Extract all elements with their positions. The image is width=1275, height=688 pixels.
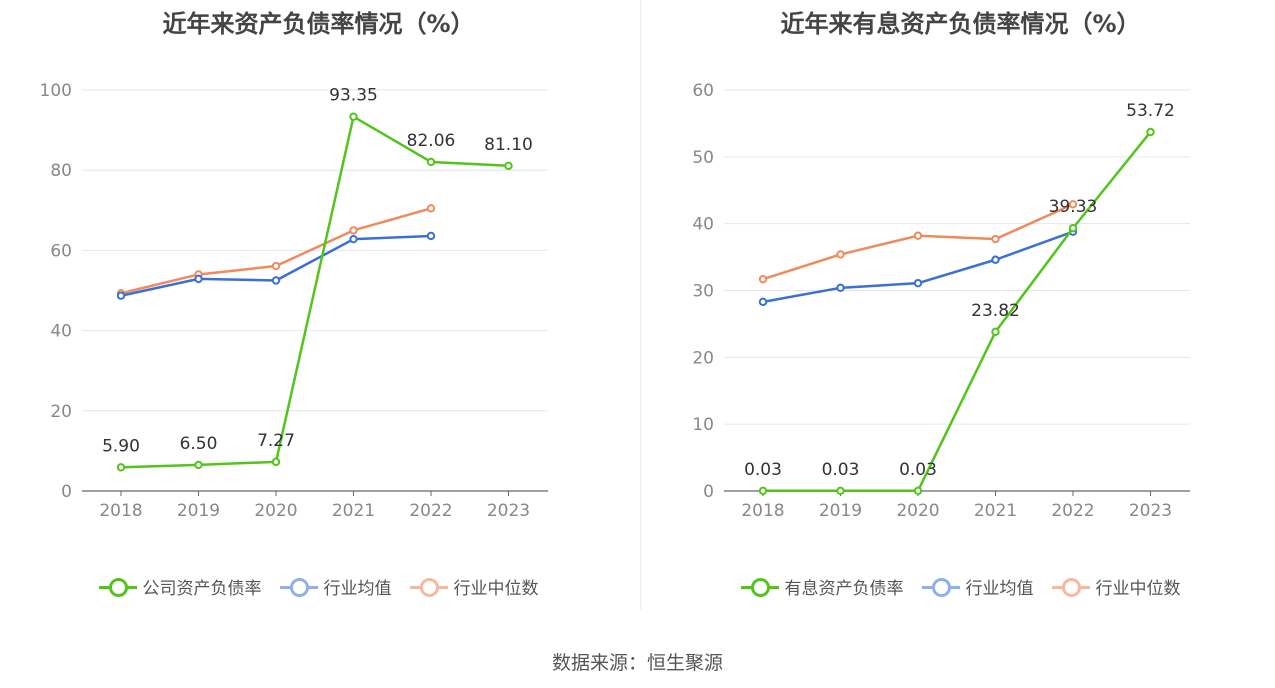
chart-title: 近年来有息资产负债率情况（%） (780, 10, 1141, 38)
data-point-avg[interactable] (991, 255, 1000, 264)
line-chart: 0 10 20 30 40 50 60 2018 2019 2020 2021 2022 2023 0.0… (692, 81, 1190, 521)
data-point-avg[interactable] (426, 231, 436, 241)
data-point-company[interactable] (349, 112, 358, 121)
data-point-company[interactable] (116, 463, 126, 472)
chart-panel-left: 近年来资产负债率情况（%） 0 20 40 60 80 100 2018 2019 2020 20… (0, 0, 637, 620)
legend-swatch-median (409, 575, 448, 599)
chart-title: 近年来资产负债率情况（%） (162, 10, 475, 38)
data-label: 82.06 (407, 131, 456, 151)
legend-label: 行业均值 (965, 579, 1034, 599)
legend: 有息资产负债率 行业均值 行业中位数 (642, 574, 1275, 599)
legend-item-avg[interactable]: 行业均值 (921, 574, 1034, 599)
legend-label: 行业中位数 (1095, 579, 1181, 599)
legend-swatch-company (740, 575, 779, 599)
x-tick-label: 2018 (741, 501, 784, 521)
y-tick-label: 20 (50, 402, 72, 422)
data-point-company[interactable] (913, 486, 923, 495)
x-tick-label: 2022 (1051, 501, 1094, 521)
data-point-avg[interactable] (349, 234, 358, 244)
y-tick-label: 40 (692, 215, 714, 235)
data-point-company[interactable] (758, 486, 768, 495)
x-tick-label: 2021 (332, 501, 375, 521)
data-label: 93.35 (329, 86, 378, 106)
legend-item-avg[interactable]: 行业均值 (279, 574, 392, 599)
data-point-avg[interactable] (913, 278, 923, 288)
data-point-company[interactable] (194, 460, 203, 470)
data-point-median[interactable] (349, 226, 358, 235)
legend-item-median[interactable]: 行业中位数 (1051, 574, 1181, 599)
data-point-avg[interactable] (271, 276, 281, 285)
data-label: 23.82 (971, 301, 1020, 321)
y-tick-label: 50 (692, 148, 714, 168)
legend-label: 行业均值 (323, 579, 392, 599)
series-line-company (763, 131, 1152, 493)
y-tick-label: 80 (50, 161, 72, 181)
data-label: 39.33 (1049, 197, 1098, 217)
data-point-median[interactable] (991, 234, 1000, 244)
data-point-company[interactable] (271, 457, 281, 467)
legend-label: 行业中位数 (453, 579, 539, 599)
legend-swatch-avg (921, 575, 960, 599)
data-point-median[interactable] (913, 231, 923, 240)
data-point-median[interactable] (426, 204, 436, 213)
legend-item-median[interactable]: 行业中位数 (409, 574, 539, 599)
legend-label: 有息资产负债率 (784, 579, 904, 599)
data-point-company[interactable] (836, 486, 845, 495)
data-point-company[interactable] (1068, 223, 1078, 233)
line-chart: 0 20 40 60 80 100 2018 2019 2020 2021 2022 2023 5.90… (40, 81, 548, 521)
data-label: 0.03 (899, 460, 937, 480)
data-label: 0.03 (822, 460, 860, 480)
x-tick-label: 2019 (819, 501, 862, 521)
x-tick-label: 2019 (177, 501, 220, 521)
y-tick-label: 60 (692, 81, 714, 101)
data-label: 7.27 (257, 431, 295, 451)
legend: 公司资产负债率 行业均值 行业中位数 (0, 574, 637, 599)
data-point-company[interactable] (1146, 127, 1155, 137)
series-line-company (120, 115, 509, 469)
data-point-avg[interactable] (758, 297, 768, 307)
data-label: 53.72 (1126, 101, 1175, 121)
x-tick-label: 2023 (1129, 501, 1172, 521)
y-tick-label: 20 (692, 348, 714, 368)
series-line-median (762, 203, 1074, 281)
data-label: 6.50 (180, 434, 218, 454)
y-tick-label: 60 (50, 241, 72, 261)
data-point-company[interactable] (504, 161, 513, 170)
x-tick-label: 2020 (254, 501, 297, 521)
panel-divider (640, 0, 641, 610)
legend-item-company[interactable]: 公司资产负债率 (98, 574, 262, 599)
data-label: 81.10 (484, 135, 533, 155)
data-point-avg[interactable] (836, 283, 845, 293)
y-tick-label: 0 (61, 482, 72, 502)
data-point-median[interactable] (758, 274, 768, 284)
chart-panel-right: 近年来有息资产负债率情况（%） 0 10 20 30 40 50 60 2018 2019 202… (642, 0, 1275, 620)
x-tick-label: 2018 (99, 501, 142, 521)
legend-swatch-avg (279, 575, 318, 599)
y-tick-label: 10 (692, 415, 714, 435)
data-point-median[interactable] (836, 250, 845, 259)
data-point-company[interactable] (991, 327, 1000, 337)
y-tick-label: 40 (50, 322, 72, 342)
data-label: 0.03 (744, 460, 782, 480)
data-point-avg[interactable] (116, 291, 126, 300)
legend-swatch-company (98, 575, 137, 599)
y-tick-label: 100 (40, 81, 72, 101)
data-label: 5.90 (102, 436, 140, 456)
x-tick-label: 2022 (409, 501, 452, 521)
x-tick-label: 2020 (896, 501, 939, 521)
legend-swatch-median (1051, 575, 1090, 599)
data-source: 数据来源：恒生聚源 (551, 652, 723, 674)
data-point-median[interactable] (271, 261, 281, 271)
data-point-avg[interactable] (194, 274, 203, 284)
data-point-median[interactable] (1068, 200, 1078, 209)
data-point-company[interactable] (426, 157, 436, 167)
legend-label: 公司资产负债率 (142, 579, 262, 599)
legend-item-company[interactable]: 有息资产负债率 (740, 574, 904, 599)
x-tick-label: 2023 (487, 501, 530, 521)
y-tick-label: 0 (703, 482, 714, 502)
x-tick-label: 2021 (974, 501, 1017, 521)
y-tick-label: 30 (692, 282, 714, 302)
